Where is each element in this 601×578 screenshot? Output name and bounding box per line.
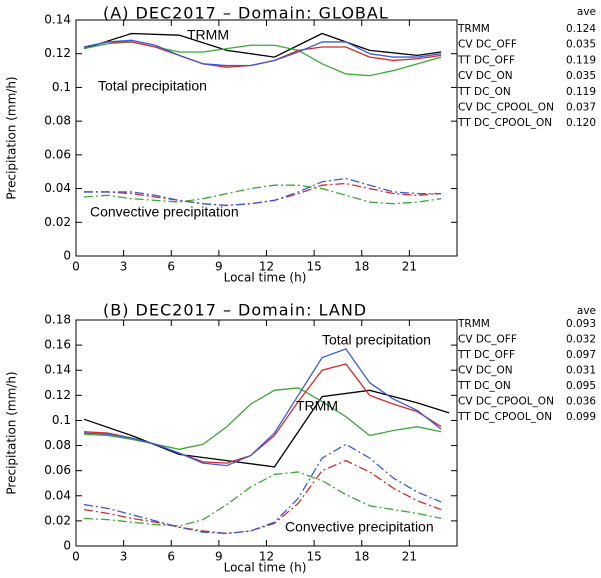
x-tick-label: 21 xyxy=(402,550,417,564)
series-line xyxy=(83,389,450,468)
legend-label: CV DC_ON xyxy=(458,365,513,377)
legend-value: 0.093 xyxy=(566,318,596,330)
series-line xyxy=(83,177,442,207)
legend-label: TT DC_CPOOL_ON xyxy=(457,411,552,423)
x-tick-label: 3 xyxy=(120,550,128,564)
legend-value: 0.119 xyxy=(566,86,596,98)
plot-frame xyxy=(75,319,458,547)
y-tick-label: 0.02 xyxy=(44,215,71,229)
y-tick-label: 0.1 xyxy=(52,80,71,94)
chart-title: (A) DEC2017 – Domain: GLOBAL xyxy=(103,4,389,23)
y-tick-label: 0.08 xyxy=(44,114,71,128)
legend-value: 0.031 xyxy=(566,365,596,377)
series-line xyxy=(83,471,442,527)
series-line xyxy=(83,41,442,77)
legend-value: 0.119 xyxy=(566,54,596,66)
legend-value: 0.099 xyxy=(566,411,596,423)
x-tick-label: 18 xyxy=(354,260,369,274)
y-tick-label: 0.04 xyxy=(44,488,71,502)
legend-value: 0.097 xyxy=(566,349,596,361)
annotation: TRMM xyxy=(296,398,338,414)
x-tick-label: 15 xyxy=(306,550,321,564)
x-tick-label: 18 xyxy=(354,550,369,564)
legend-value: 0.036 xyxy=(566,396,596,408)
legend-label: CV DC_OFF xyxy=(458,334,517,346)
legend-header: ave xyxy=(577,6,596,18)
legend-label: CV DC_ON xyxy=(458,70,513,82)
legend-value: 0.035 xyxy=(566,70,596,82)
annotation: Total precipitation xyxy=(322,332,431,348)
legend-label: CV DC_CPOOL_ON xyxy=(458,396,554,408)
legend-label: TT DC_OFF xyxy=(457,54,515,66)
legend-value: 0.037 xyxy=(566,102,596,114)
x-tick-label: 0 xyxy=(72,550,80,564)
annotation: Total precipitation xyxy=(98,78,207,94)
legend-label: TRMM xyxy=(457,23,490,35)
y-tick-label: 0.14 xyxy=(44,363,71,377)
y-tick-label: 0.18 xyxy=(44,313,71,327)
legend-label: TT DC_ON xyxy=(457,86,511,98)
series-line xyxy=(83,363,442,464)
x-axis-label: Local time (h) xyxy=(224,561,307,575)
y-axis-label: Precipitation (mm/h) xyxy=(5,76,19,199)
y-tick-label: 0.08 xyxy=(44,438,71,452)
legend-header: ave xyxy=(577,305,596,317)
y-tick-label: 0.02 xyxy=(44,513,71,527)
legend-label: CV DC_CPOOL_ON xyxy=(458,102,554,114)
annotation: Convective precipitation xyxy=(285,519,434,535)
legend-value: 0.124 xyxy=(566,23,596,35)
legend-label: CV DC_OFF xyxy=(458,39,517,51)
legend-label: TT DC_CPOOL_ON xyxy=(457,117,552,129)
y-tick-label: 0.06 xyxy=(44,463,71,477)
y-tick-label: 0.1 xyxy=(52,413,71,427)
y-tick-label: 0 xyxy=(63,539,71,553)
legend-value: 0.035 xyxy=(566,39,596,51)
x-tick-label: 21 xyxy=(402,260,417,274)
y-tick-label: 0.14 xyxy=(44,13,71,27)
series-line xyxy=(83,184,442,205)
y-axis-label: Precipitation (mm/h) xyxy=(5,371,19,494)
chart-title: (B) DEC2017 – Domain: LAND xyxy=(103,301,367,320)
x-tick-label: 0 xyxy=(72,260,80,274)
series-line xyxy=(83,39,442,67)
annotation: TRMM xyxy=(187,27,229,43)
series-line xyxy=(83,182,442,207)
series-line xyxy=(83,443,442,535)
legend-label: TT DC_OFF xyxy=(457,349,515,361)
x-tick-label: 3 xyxy=(120,260,128,274)
annotation: Convective precipitation xyxy=(90,204,239,220)
y-tick-label: 0.06 xyxy=(44,147,71,161)
series-line xyxy=(83,32,442,58)
legend-value: 0.095 xyxy=(566,380,596,392)
x-tick-label: 6 xyxy=(167,260,175,274)
legend-value: 0.120 xyxy=(566,117,596,129)
legend-label: TT DC_ON xyxy=(457,380,511,392)
y-tick-label: 0.12 xyxy=(44,388,71,402)
y-tick-label: 0.04 xyxy=(44,181,71,195)
legend-label: TRMM xyxy=(457,318,490,330)
y-tick-label: 0.12 xyxy=(44,46,71,60)
x-tick-label: 9 xyxy=(215,550,223,564)
x-axis-label: Local time (h) xyxy=(224,271,307,285)
series-line xyxy=(83,348,442,467)
legend-value: 0.032 xyxy=(566,334,596,346)
y-tick-label: 0.16 xyxy=(44,338,71,352)
x-tick-label: 6 xyxy=(167,550,175,564)
x-tick-label: 12 xyxy=(259,260,274,274)
x-tick-label: 15 xyxy=(306,260,321,274)
x-tick-label: 9 xyxy=(215,260,223,274)
x-tick-label: 12 xyxy=(259,550,274,564)
y-tick-label: 0 xyxy=(63,249,71,263)
